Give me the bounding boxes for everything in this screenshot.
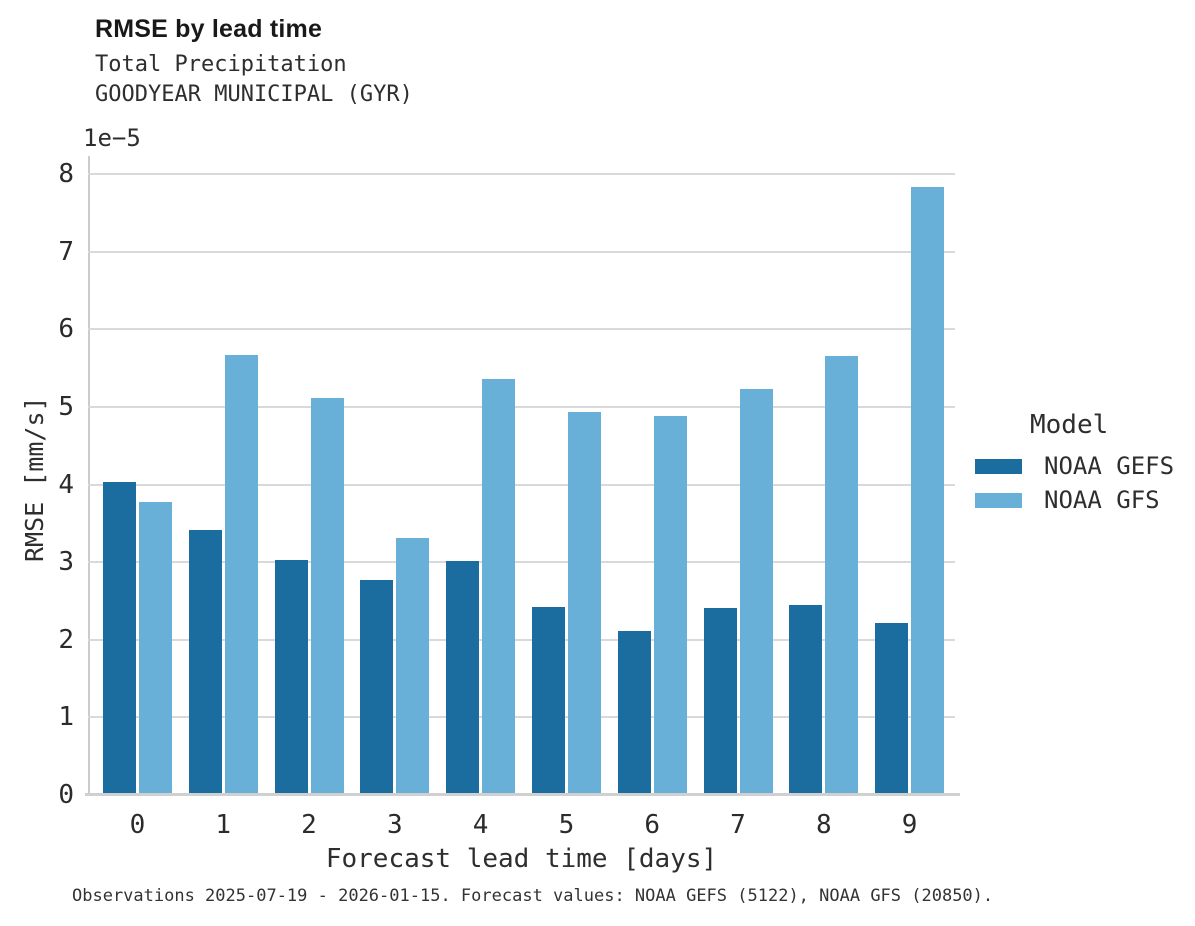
legend-label-noaa-gefs: NOAA GEFS	[1044, 452, 1175, 480]
bar-noaa-gefs-day-7	[703, 607, 737, 795]
bar-noaa-gefs-day-5	[531, 607, 565, 795]
chart-subtitle-line1: Total Precipitation	[95, 52, 347, 77]
x-tick-label-6: 6	[644, 810, 661, 840]
bar-noaa-gefs-day-9	[875, 622, 909, 795]
bar-noaa-gfs-day-1	[224, 355, 258, 795]
bar-noaa-gefs-day-8	[789, 604, 823, 795]
bar-noaa-gefs-day-2	[274, 559, 308, 795]
gridline-y-4	[88, 483, 955, 486]
bar-noaa-gefs-day-3	[360, 580, 394, 795]
y-axis-offset-label: 1e−5	[83, 124, 141, 152]
bar-noaa-gefs-day-6	[617, 630, 651, 795]
bar-noaa-gefs-day-0	[102, 482, 136, 795]
y-axis-spine	[88, 156, 90, 795]
gridline-y-3	[88, 561, 955, 564]
bar-noaa-gfs-day-8	[825, 355, 859, 795]
y-tick-label-1: 1	[58, 702, 74, 733]
x-tick-label-2: 2	[301, 810, 317, 840]
y-tick-label-2: 2	[58, 624, 74, 655]
bar-noaa-gefs-day-4	[446, 561, 480, 795]
x-tick-label-4: 4	[472, 810, 489, 840]
gridline-y-2	[88, 638, 955, 641]
chart-subtitle-line2: GOODYEAR MUNICIPAL (GYR)	[95, 82, 413, 107]
x-tick-label-7: 7	[730, 810, 746, 840]
bar-noaa-gfs-day-9	[911, 187, 945, 795]
y-tick-label-4: 4	[58, 469, 74, 500]
legend-title: Model	[1030, 410, 1109, 440]
gridline-y-7	[88, 250, 955, 253]
y-tick-label-0: 0	[58, 780, 74, 810]
bar-noaa-gfs-day-6	[653, 416, 687, 795]
bar-noaa-gfs-day-2	[310, 398, 344, 795]
chart-subtitle: Total Precipitation GOODYEAR MUNICIPAL (…	[95, 50, 413, 110]
caption: Observations 2025-07-19 - 2026-01-15. Fo…	[72, 886, 994, 906]
x-tick-label-0: 0	[129, 810, 146, 840]
bar-noaa-gefs-day-1	[188, 530, 222, 795]
legend-swatch-noaa-gefs	[975, 458, 1022, 474]
x-tick-label-9: 9	[901, 810, 918, 840]
bar-noaa-gfs-day-5	[567, 411, 601, 795]
bar-noaa-gfs-day-4	[482, 379, 516, 795]
chart-title: RMSE by lead time	[95, 15, 323, 43]
y-tick-label-6: 6	[58, 314, 74, 345]
legend-entry-noaa-gefs: NOAA GEFS	[975, 452, 1174, 480]
bar-noaa-gfs-day-3	[396, 538, 430, 795]
x-axis-spine	[85, 793, 960, 796]
x-tick-label-5: 5	[558, 810, 575, 840]
legend-entry-noaa-gfs: NOAA GFS	[975, 486, 1160, 514]
x-tick-label-8: 8	[815, 810, 832, 840]
y-tick-label-7: 7	[58, 236, 74, 267]
x-tick-label-3: 3	[386, 810, 403, 840]
plot-area: 0 1 2 3 4 5 6 7 8 0 1 2 3 4 5 6 7 8 9	[58, 156, 955, 840]
gridline-y-6	[88, 328, 955, 331]
bar-noaa-gfs-day-7	[739, 389, 773, 795]
y-tick-label-8: 8	[58, 159, 74, 190]
bar-noaa-gfs-day-0	[138, 501, 172, 795]
y-tick-label-5: 5	[58, 392, 74, 422]
y-tick-label-3: 3	[58, 547, 74, 578]
gridline-y-8	[88, 173, 955, 176]
x-tick-label-1: 1	[215, 810, 232, 840]
legend-swatch-noaa-gfs	[975, 492, 1022, 508]
legend-label-noaa-gfs: NOAA GFS	[1044, 486, 1160, 514]
gridline-y-5	[88, 406, 955, 408]
gridline-y-1	[88, 716, 955, 719]
x-axis-label: Forecast lead time [days]	[325, 844, 718, 874]
